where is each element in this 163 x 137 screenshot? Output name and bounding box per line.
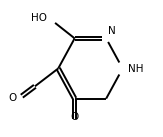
Text: HO: HO (31, 13, 47, 23)
Text: N: N (108, 26, 116, 36)
Text: O: O (9, 93, 17, 103)
Text: NH: NH (128, 64, 144, 73)
Text: O: O (71, 112, 79, 122)
